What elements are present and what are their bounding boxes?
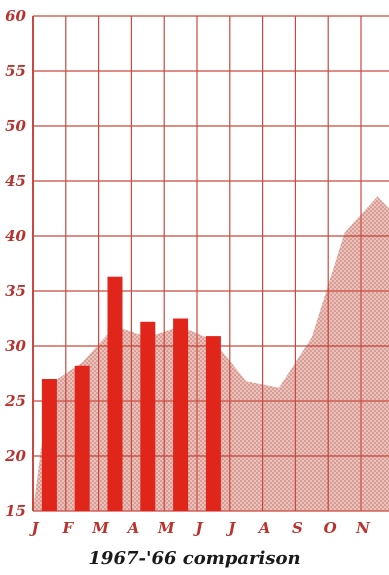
y-tick-label: 50 <box>5 117 26 135</box>
bar-F-1 <box>74 365 90 511</box>
y-tick-label: 20 <box>4 447 26 465</box>
x-tick-label: S <box>292 519 303 537</box>
y-tick-label: 15 <box>5 502 26 520</box>
y-tick-label: 30 <box>5 337 26 355</box>
bar-J-5 <box>205 336 221 511</box>
x-tick-label: J <box>225 519 236 537</box>
x-tick-label: J <box>192 519 203 537</box>
x-tick-label: J <box>28 519 39 537</box>
x-tick-label: A <box>126 519 140 537</box>
comparison-chart: 15202530354045505560JFMAMJJASOND <box>4 7 389 537</box>
x-tick-label: F <box>61 519 74 537</box>
x-tick-label: M <box>157 519 175 537</box>
y-tick-label: 60 <box>5 7 26 25</box>
y-tick-label: 35 <box>5 282 26 300</box>
bar-A-3 <box>140 321 156 511</box>
chart-caption: 1967-'66 comparison <box>88 548 301 569</box>
bar-J-0 <box>41 379 57 511</box>
bar-M-2 <box>107 276 123 511</box>
y-tick-label: 40 <box>5 227 26 245</box>
x-tick-label: A <box>257 519 271 537</box>
bar-M-4 <box>173 318 189 511</box>
y-tick-label: 45 <box>5 172 26 190</box>
y-tick-label: 25 <box>4 392 26 410</box>
x-tick-label: M <box>91 519 109 537</box>
y-tick-label: 55 <box>5 62 26 80</box>
x-tick-label: O <box>324 519 337 537</box>
x-tick-label: N <box>355 519 371 537</box>
